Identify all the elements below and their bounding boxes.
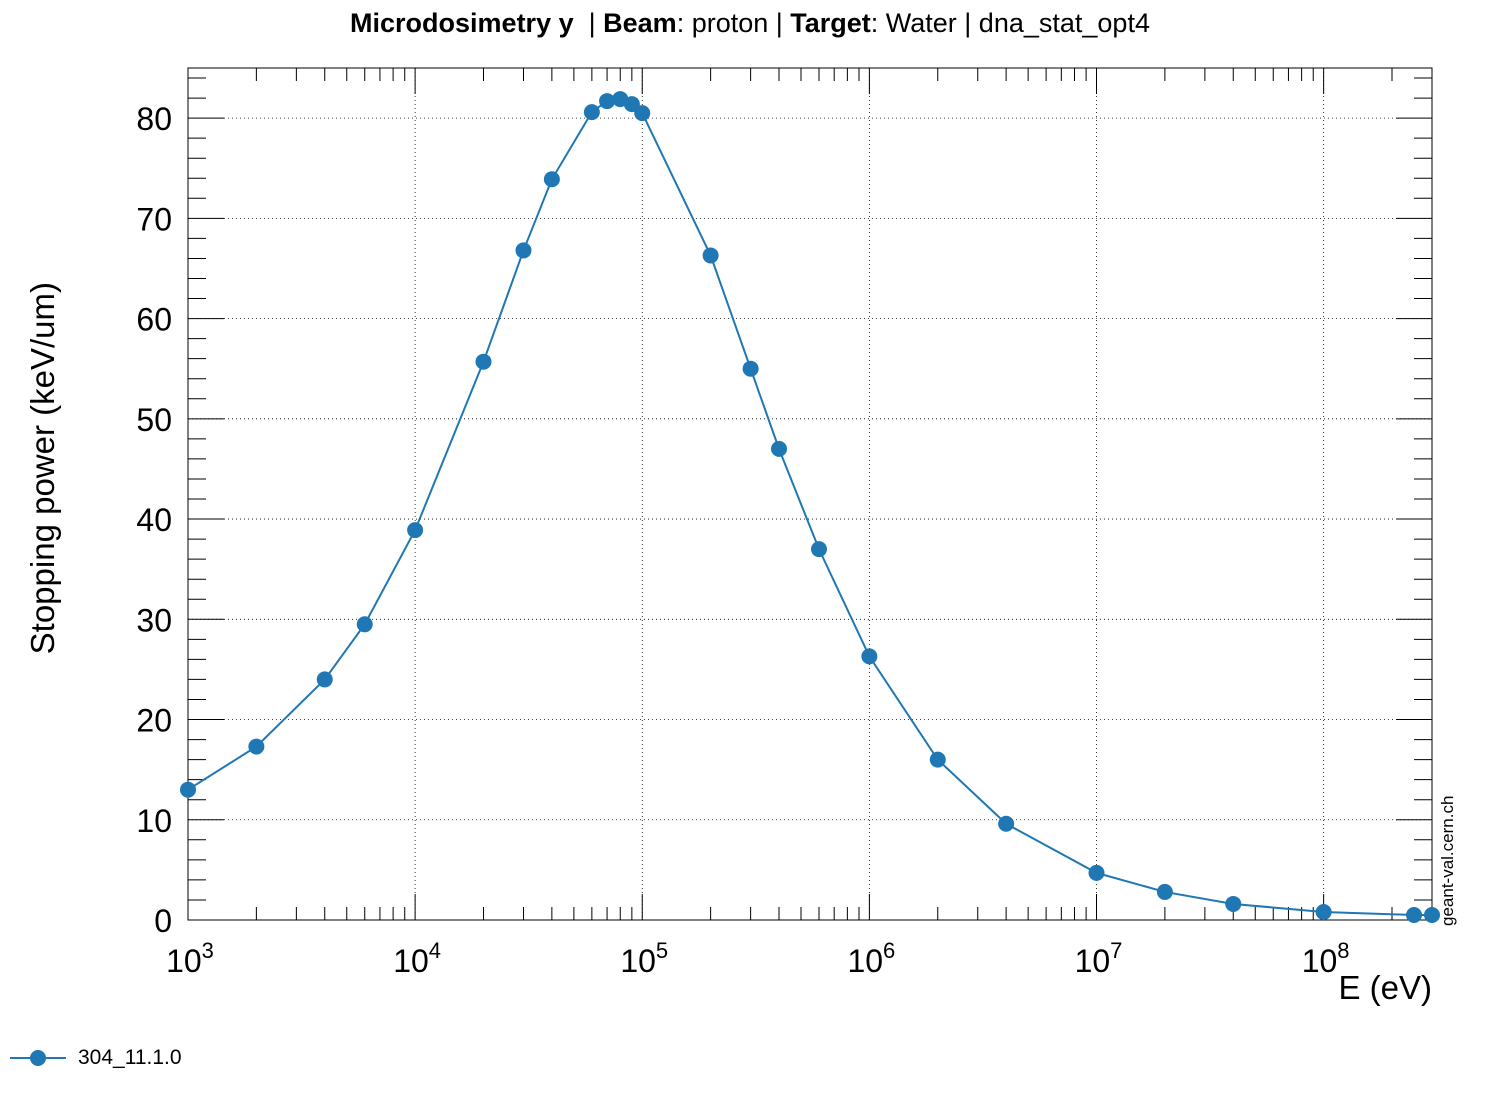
data-point: [583, 104, 600, 121]
y-axis-label: Stopping power (keV/um): [24, 282, 61, 654]
watermark-text: geant-val.cern.ch: [1438, 795, 1457, 926]
x-tick-label: 105: [620, 938, 668, 979]
legend-label: 304_11.1.0: [78, 1046, 182, 1069]
data-point: [810, 541, 827, 558]
title-target-label: Target: [790, 8, 871, 38]
data-point: [515, 242, 532, 259]
data-point: [702, 247, 719, 264]
watermark: geant-val.cern.ch: [1438, 770, 1458, 930]
title-beam-label: Beam: [603, 8, 677, 38]
y-tick-label: 80: [136, 101, 172, 137]
tick-labels: 103 104 105 106 107 108 0 10 20 30 40 50 60 70 80: [136, 101, 1349, 979]
data-point: [543, 171, 560, 188]
y-tick-label: 70: [136, 201, 172, 237]
data-point: [998, 815, 1015, 832]
legend-swatch: [0, 1040, 74, 1076]
y-tick-label: 40: [136, 502, 172, 538]
data-point: [770, 440, 787, 457]
x-tick-label: 103: [166, 938, 214, 979]
y-tick-label: 30: [136, 602, 172, 638]
data-point: [599, 93, 616, 110]
y-tick-label: 60: [136, 302, 172, 338]
x-tick-label: 107: [1075, 938, 1123, 979]
data-point: [1156, 883, 1173, 900]
data-point: [407, 522, 424, 539]
data-point: [623, 96, 640, 113]
data-point: [742, 360, 759, 377]
chart-title: Microdosimetry y | Beam: proton | Target…: [0, 8, 1500, 39]
data-point: [1088, 864, 1105, 881]
legend-marker: [30, 1050, 46, 1066]
x-tick-label: 106: [847, 938, 895, 979]
data-point: [475, 353, 492, 370]
legend: 304_11.1.0: [0, 1040, 182, 1076]
title-separator-1: |: [573, 8, 604, 38]
data-point: [1406, 906, 1423, 923]
axis-ticks: [187, 68, 1433, 921]
data-point: [929, 751, 946, 768]
x-axis-label: E (eV): [1338, 969, 1432, 1006]
data-point: [356, 616, 373, 633]
title-target-value: : Water | dna_stat_opt4: [870, 8, 1150, 38]
data-point: [1424, 906, 1440, 923]
series-group: [180, 91, 1440, 923]
y-tick-label: 20: [136, 703, 172, 739]
x-tick-label: 108: [1302, 938, 1350, 979]
data-point: [1315, 903, 1332, 920]
series-line: [187, 98, 1432, 916]
title-main: Microdosimetry y: [350, 8, 574, 38]
data-point: [180, 781, 196, 798]
title-beam-value: : proton |: [676, 8, 791, 38]
data-point: [248, 738, 265, 755]
grid-lines: [187, 68, 1432, 920]
y-tick-label: 50: [136, 402, 172, 438]
data-point: [1225, 895, 1242, 912]
data-point: [634, 105, 651, 122]
plot-frame: [187, 67, 1433, 921]
x-tick-label: 104: [393, 938, 441, 979]
y-tick-label: 10: [136, 803, 172, 839]
y-tick-label: 0: [154, 903, 172, 939]
data-point: [861, 648, 878, 665]
data-point: [316, 671, 333, 688]
